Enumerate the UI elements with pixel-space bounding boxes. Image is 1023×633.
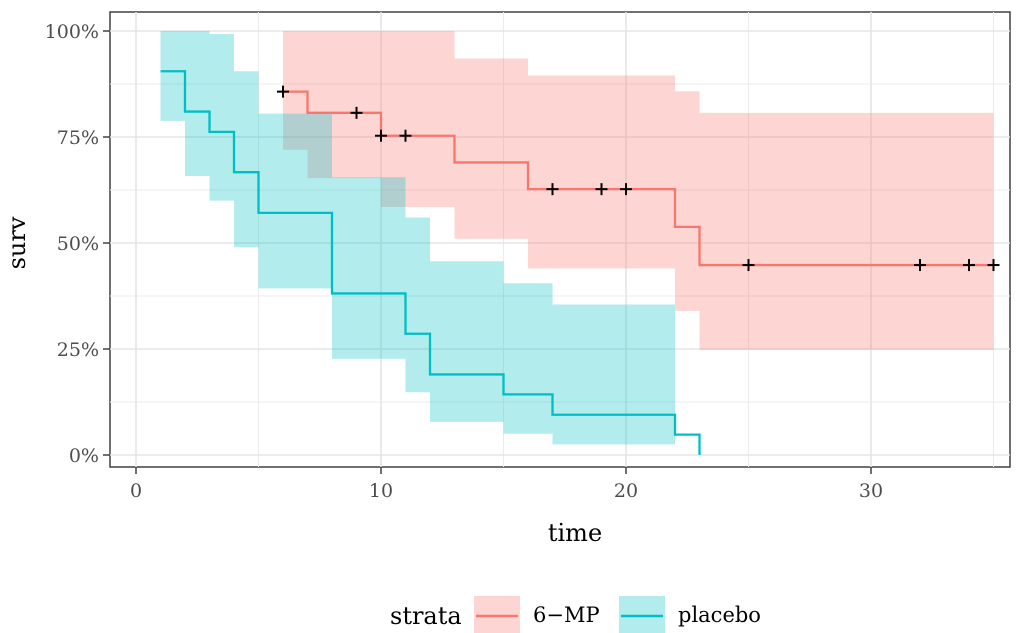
legend: strata 6−MP placebo [390,596,761,633]
censor-mark-6mp [399,129,412,142]
line-6mp [283,90,994,267]
legend-label-placebo: placebo [678,603,761,627]
grid [110,12,1010,467]
confidence-bands [160,31,994,445]
censor-mark-6mp [987,259,1000,272]
x-axis-title: time [548,519,602,547]
legend-title: strata [390,602,462,630]
censor-mark-6mp [546,183,559,196]
y-tick-label: 100% [45,21,99,43]
line-placebo [160,70,701,455]
censor-mark-6mp [963,259,975,272]
legend-label-6mp: 6−MP [533,603,600,627]
censor-mark-6mp [277,85,289,98]
censor-mark-6mp [375,129,387,142]
y-tick-label: 50% [57,233,99,255]
y-tick-label: 75% [57,127,99,149]
x-tick-label: 0 [130,480,142,502]
band-placebo [160,31,675,445]
legend-key-6mp [474,596,520,633]
censor-mark-6mp [914,259,926,272]
y-tick-label: 25% [57,339,99,361]
y-axis-title: surv [3,216,31,269]
band-6mp [283,31,994,350]
x-tick-label: 20 [614,480,638,502]
x-tick-label: 30 [859,480,883,502]
censor-marks [277,85,1000,272]
censor-mark-6mp [350,106,363,119]
y-tick-label: 0% [69,445,99,467]
legend-key-placebo [619,596,665,633]
panel-border [109,11,1011,468]
x-tick-label: 10 [369,480,393,502]
survival-lines [160,70,994,455]
censor-mark-6mp [620,183,632,196]
censor-mark-6mp [742,259,755,272]
axes: 0 10 20 30 0% 25% 50% 75% 100% [45,21,883,502]
censor-mark-6mp [595,183,608,196]
